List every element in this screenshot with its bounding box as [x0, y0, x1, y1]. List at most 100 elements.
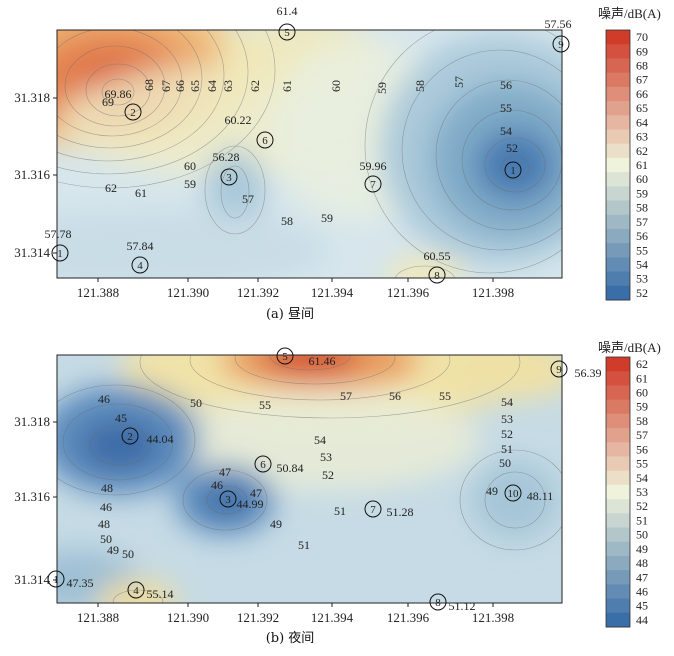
- point-id: 3: [225, 494, 231, 506]
- y-tick-label: 31.314: [14, 572, 50, 587]
- colorbar-swatch: [606, 72, 630, 88]
- colorbar-label: 48: [636, 556, 648, 570]
- point-marker: [254, 455, 272, 473]
- colorbar-label: 52: [636, 499, 648, 513]
- colorbar-swatch: [606, 101, 630, 116]
- measurement-point: 5 61.46: [276, 347, 336, 368]
- measurement-point: 7 51.28: [364, 500, 414, 519]
- point-marker: [51, 244, 69, 262]
- contour-label: 62: [248, 80, 262, 92]
- point-id: 2: [130, 107, 136, 119]
- colorbar-swatch: [606, 598, 630, 614]
- contour-label: 52: [506, 141, 518, 155]
- point-value-label: 59.96: [360, 159, 387, 173]
- point-marker: [552, 35, 570, 53]
- colorbar-swatch: [606, 285, 630, 301]
- point-value-label: 61.46: [309, 354, 336, 368]
- contour-labels-daytime: 68 67 66 65 64 63 62 61 60 59 58 576956555452605962…: [102, 76, 518, 228]
- colorbar-label: 53: [636, 485, 648, 499]
- x-tick-label: 121.390: [167, 610, 209, 625]
- contour-label: 54: [314, 433, 326, 447]
- contour-label: 59: [375, 82, 389, 94]
- colorbar-swatch: [606, 612, 630, 628]
- colorbar-label: 51: [636, 513, 648, 527]
- point-value-label: 51.28: [387, 505, 414, 519]
- point-id: 7: [370, 504, 376, 516]
- colorbar-label: 61: [636, 158, 648, 172]
- contour-label: 53: [320, 450, 332, 464]
- contour-label: 59: [321, 211, 333, 225]
- x-tick-label: 121.396: [387, 285, 430, 300]
- colorbar-label: 70: [636, 30, 648, 44]
- contour-label: 55: [439, 389, 451, 403]
- colorbar-label: 54: [636, 257, 648, 271]
- contour-label: 60: [329, 80, 343, 92]
- colorbar-title-daytime: 噪声/dB(A): [598, 6, 661, 21]
- contour-label: 60: [184, 159, 196, 173]
- colorbar-swatch: [606, 555, 630, 571]
- point-value-label: 44.99: [237, 497, 264, 511]
- point-value-label: 69.86: [105, 87, 132, 101]
- contour-label: 50: [499, 456, 511, 470]
- colorbar-label: 60: [636, 172, 648, 186]
- point-id: 1: [53, 574, 59, 586]
- measurement-point: 157.78: [45, 227, 72, 262]
- point-id: 6: [262, 135, 268, 147]
- contour-label: 51: [334, 504, 346, 518]
- point-id: 4: [137, 260, 143, 272]
- colorbar-label: 64: [636, 115, 648, 129]
- colorbar-label: 53: [636, 272, 648, 286]
- point-marker: [364, 500, 382, 518]
- point-id: 9: [556, 364, 562, 376]
- colorbar-label: 59: [636, 186, 648, 200]
- contour-label: 61: [135, 186, 147, 200]
- point-value-label: 57.56: [545, 17, 572, 31]
- measurement-point: 860.55: [424, 249, 451, 284]
- colorbar-swatch: [606, 58, 630, 74]
- colorbar-swatch: [606, 129, 630, 145]
- contour-label: 54: [501, 395, 513, 409]
- point-value-label: 56.39: [575, 366, 602, 380]
- caption-daytime: (a) 昼间: [266, 307, 314, 322]
- point-marker: [131, 256, 149, 274]
- point-value-label: 55.14: [147, 587, 174, 601]
- colorbar-label: 62: [636, 144, 648, 158]
- colorbar-label: 55: [636, 243, 648, 257]
- contour-label: 68: [142, 79, 156, 91]
- point-marker: [220, 168, 238, 186]
- point-id: 4: [133, 585, 139, 597]
- colorbar-label: 57: [636, 215, 648, 229]
- contour-label: 58: [413, 80, 427, 92]
- contour-label: 57: [340, 389, 352, 403]
- point-value-label: 61.4: [277, 4, 298, 18]
- measurement-point: 8 51.12: [429, 593, 476, 613]
- point-marker: [121, 427, 139, 445]
- contour-label: 57: [452, 76, 466, 88]
- contour-label: 46: [98, 392, 110, 406]
- colorbar-label: 66: [636, 87, 648, 101]
- colorbar-swatch: [606, 30, 630, 45]
- colorbar-swatch: [606, 214, 630, 230]
- contour-label: 63: [221, 80, 235, 92]
- measurement-point: 269.86: [105, 87, 142, 121]
- colorbar-label: 46: [636, 584, 648, 598]
- contour-label: 46: [211, 478, 223, 492]
- colorbar-swatch: [606, 570, 630, 585]
- point-value-label: 47.35: [67, 576, 94, 590]
- colorbar-swatch: [606, 499, 630, 514]
- colorbar-label: 58: [636, 201, 648, 215]
- colorbar-label: 67: [636, 73, 648, 87]
- contour-label: 55: [259, 398, 271, 412]
- x-tick-label: 121.394: [311, 610, 354, 625]
- colorbar-swatch: [606, 584, 630, 600]
- point-marker: [364, 175, 382, 193]
- point-marker: [278, 23, 296, 41]
- contour-label: 49: [486, 484, 498, 498]
- colorbar-label: 56: [636, 442, 648, 456]
- contour-label: 52: [322, 468, 334, 482]
- colorbar-swatch: [606, 271, 630, 287]
